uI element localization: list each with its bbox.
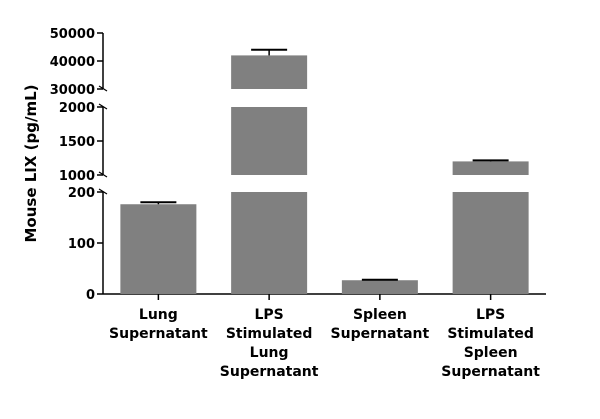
bar-1-segment-2 (231, 55, 308, 89)
x-tick-label-1: LPS (254, 307, 283, 323)
bar-3-segment-0 (452, 192, 529, 294)
y-tick-label: 1500 (59, 135, 95, 150)
x-tick-label-3: LPS (476, 307, 505, 323)
x-tick-label-3: Spleen (464, 345, 518, 361)
y-break-mark (98, 103, 108, 110)
x-tick-label-1: Supernatant (220, 364, 319, 380)
x-tick-label-2: Supernatant (331, 326, 430, 342)
bars (120, 48, 529, 294)
y-tick-label: 2000 (59, 101, 95, 116)
y-tick-label: 50000 (50, 27, 95, 42)
x-tick-label-0: Supernatant (109, 326, 208, 342)
y-tick-label: 100 (68, 237, 95, 252)
bar-2-segment-0 (341, 280, 418, 294)
bar-1-segment-0 (231, 192, 308, 294)
y-axis-title: Mouse LIX (pg/mL) (22, 84, 40, 242)
x-tick-label-0: Lung (139, 307, 178, 323)
x-tick-label-2: Spleen (353, 307, 407, 323)
y-tick-label: 200 (68, 186, 95, 201)
bar-3-segment-1 (452, 161, 529, 175)
bar-0-segment-0 (120, 204, 197, 294)
y-tick-label: 40000 (50, 55, 95, 70)
y-tick-label: 30000 (50, 83, 95, 98)
x-tick-label-1: Lung (250, 345, 289, 361)
bar-1-segment-1 (231, 107, 308, 175)
x-tick-label-1: Stimulated (226, 326, 313, 342)
y-tick-label: 0 (86, 288, 95, 303)
y-break-mark (98, 188, 108, 195)
y-tick-label: 1000 (59, 169, 95, 184)
labels: Lung Supernatant LPS Stimulated Lung Supernat… (109, 307, 540, 380)
x-tick-label-3: Stimulated (447, 326, 534, 342)
x-tick-label-3: Supernatant (441, 364, 540, 380)
